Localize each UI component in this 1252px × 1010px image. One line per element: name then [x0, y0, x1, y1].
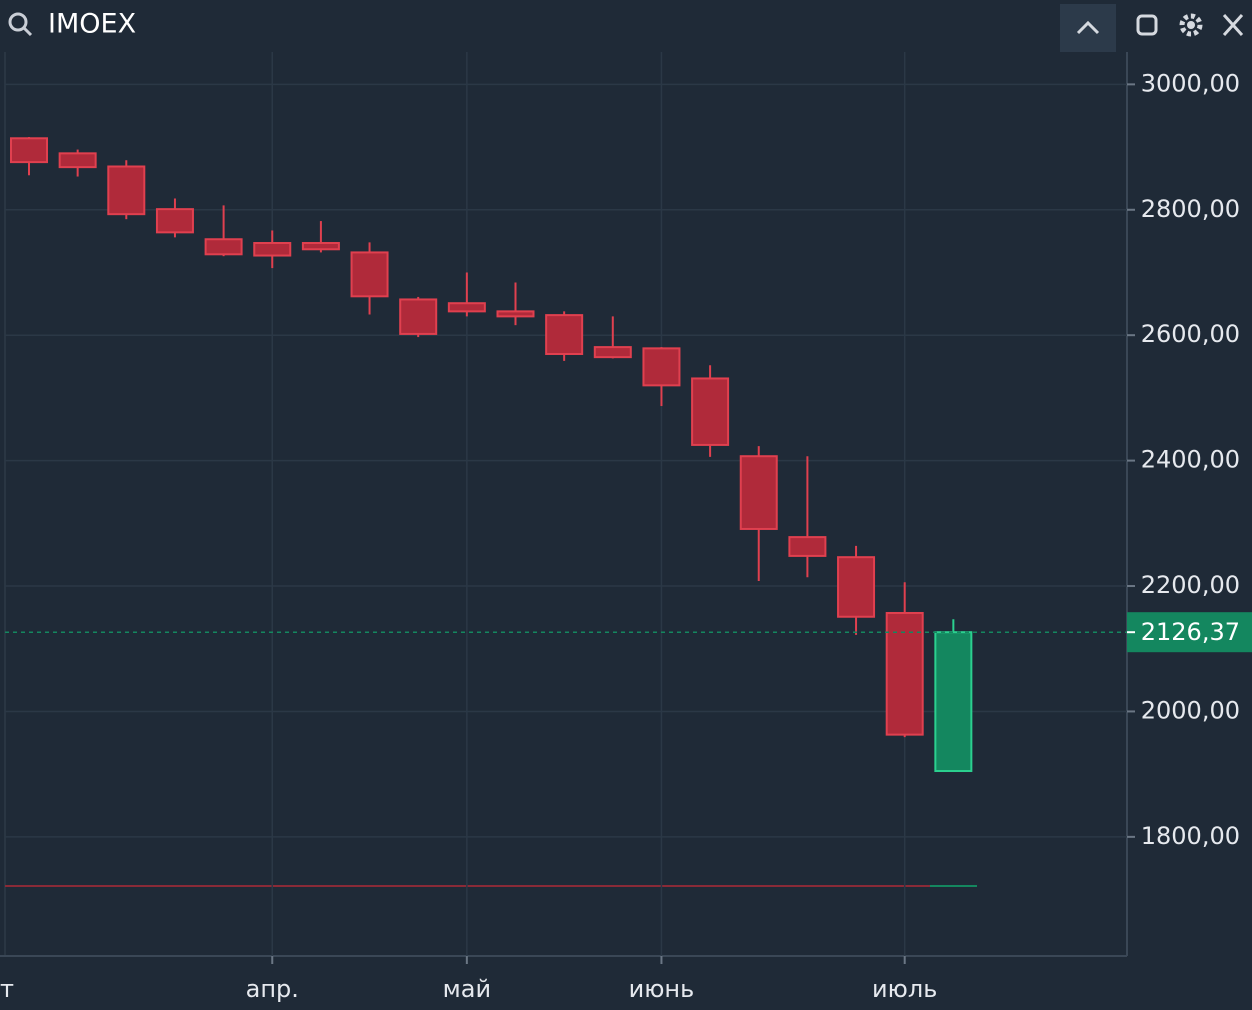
- last-price-label: 2126,37: [1141, 618, 1240, 646]
- candle-body: [350, 251, 389, 298]
- x-tick-label: апр.: [246, 975, 299, 1003]
- y-tick-label: 2400,00: [1141, 446, 1240, 474]
- toolbar: IMOEX: [8, 4, 1244, 52]
- candle-body: [107, 165, 146, 216]
- collapse-button[interactable]: [1060, 4, 1116, 52]
- candle-body: [58, 152, 97, 169]
- search-icon-handle: [22, 26, 33, 37]
- last-price-box: [1127, 612, 1252, 653]
- y-tick-label: 2200,00: [1141, 571, 1240, 599]
- candle-body: [301, 242, 340, 251]
- candle-body: [739, 455, 778, 530]
- candle-body: [837, 556, 876, 618]
- symbol[interactable]: IMOEX: [48, 9, 136, 40]
- x-tick-label: июль: [872, 975, 937, 1003]
- settings-button[interactable]: [1179, 13, 1203, 37]
- candle-body: [399, 298, 438, 335]
- candle-body: [155, 208, 194, 234]
- candle-body: [253, 242, 292, 257]
- candle-body: [934, 631, 973, 773]
- y-tick-label: 2600,00: [1141, 320, 1240, 348]
- x-tick-label: май: [443, 975, 491, 1003]
- x-tick-label: июнь: [629, 975, 695, 1003]
- candle-body: [593, 346, 632, 359]
- candle-body: [545, 314, 584, 355]
- candle-body: [204, 238, 243, 256]
- collapse-icon: [1076, 20, 1100, 35]
- candle-body: [447, 302, 486, 313]
- candle-body: [10, 137, 48, 164]
- y-tick-label: 2000,00: [1141, 696, 1240, 724]
- x-edge-label: т: [0, 975, 14, 1003]
- search-icon[interactable]: [8, 12, 28, 32]
- y-tick-label: 1800,00: [1141, 822, 1240, 850]
- candle-body: [691, 377, 730, 446]
- maximize-button[interactable]: [1136, 14, 1158, 36]
- candle-body: [642, 347, 681, 387]
- close-button[interactable]: [1222, 13, 1244, 37]
- grid: [5, 52, 1127, 956]
- settings-icon-core: [1187, 21, 1195, 29]
- y-tick-label: 3000,00: [1141, 69, 1240, 97]
- candle-body: [885, 611, 924, 736]
- y-tick-label: 2800,00: [1141, 195, 1240, 223]
- candle-body: [788, 536, 827, 557]
- candle-body: [496, 310, 535, 318]
